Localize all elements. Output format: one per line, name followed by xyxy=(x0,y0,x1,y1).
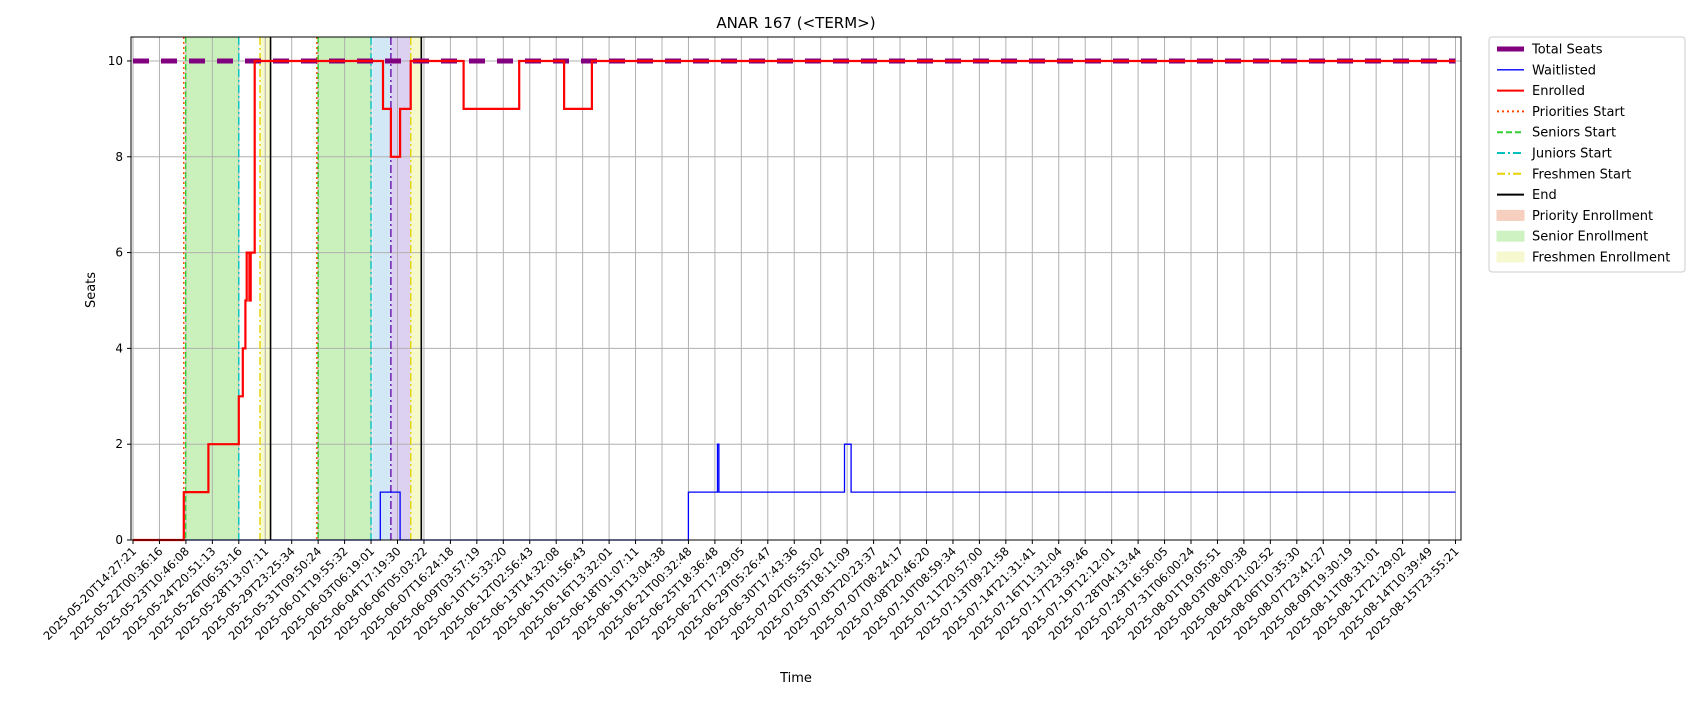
legend-label-juniors-start: Juniors Start xyxy=(1531,147,1612,162)
y-tick-label: 8 xyxy=(115,150,123,164)
legend-label-enrolled: Enrolled xyxy=(1532,84,1585,99)
y-tick-label: 10 xyxy=(108,54,123,68)
series-line-waitlisted xyxy=(133,443,1456,541)
enrollment-span-freshmen xyxy=(410,37,422,540)
legend: Total Seats Waitlisted Enrolled Priorities … xyxy=(1488,36,1686,273)
legend-label-priority-enrollment: Priority Enrollment xyxy=(1532,209,1653,224)
plot-frame xyxy=(130,36,1462,541)
y-tick-label: 2 xyxy=(115,437,123,451)
legend-swatch-freshmen-enrollment xyxy=(1496,251,1525,263)
y-tick-label: 0 xyxy=(115,533,123,547)
legend-label-priorities-start: Priorities Start xyxy=(1532,105,1625,120)
legend-label-seniors-start: Seniors Start xyxy=(1532,126,1616,141)
legend-label-waitlisted: Waitlisted xyxy=(1532,63,1596,78)
legend-box xyxy=(1488,36,1686,273)
y-axis-label: Seats xyxy=(84,272,99,308)
legend-label-freshmen-enrollment: Freshmen Enrollment xyxy=(1532,251,1670,266)
enrollment-span-overlap xyxy=(390,37,411,540)
enrollment-span-junior xyxy=(372,37,391,540)
series-line-enrolled xyxy=(133,59,1456,542)
chart-title: ANAR 167 (<TERM>) xyxy=(716,14,875,32)
y-tick-label: 6 xyxy=(115,246,123,260)
legend-label-senior-enrollment: Senior Enrollment xyxy=(1532,230,1648,245)
plot-area: 02468102025-05-20T14:27:212025-05-22T00:… xyxy=(40,36,1462,643)
legend-swatch-senior-enrollment xyxy=(1496,230,1525,242)
legend-swatch-priority-enrollment xyxy=(1496,209,1525,221)
x-axis-label: Time xyxy=(779,671,812,686)
legend-label-end: End xyxy=(1532,188,1557,203)
y-tick-label: 4 xyxy=(115,341,123,355)
legend-label-freshmen-start: Freshmen Start xyxy=(1532,167,1631,182)
legend-label-total-seats: Total Seats xyxy=(1531,43,1603,58)
